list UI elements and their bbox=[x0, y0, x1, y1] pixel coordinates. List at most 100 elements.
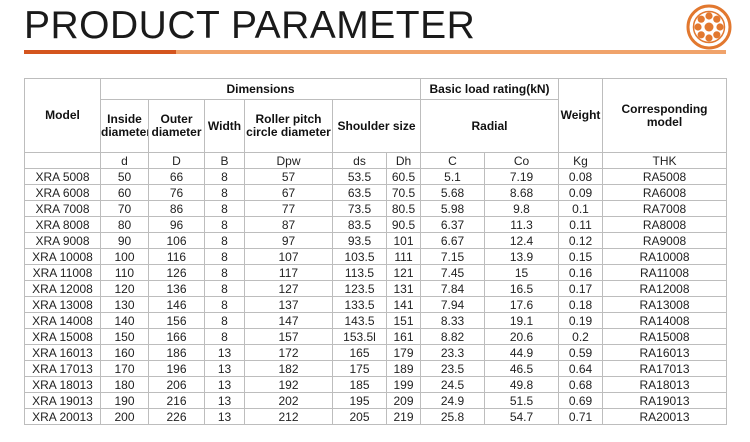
value-cell: 80 bbox=[100, 216, 149, 233]
value-cell: RA10008 bbox=[602, 248, 728, 265]
value-cell: RA14008 bbox=[602, 312, 728, 329]
model-cell: XRA 12008 bbox=[24, 280, 101, 297]
value-cell: 160 bbox=[100, 344, 149, 361]
value-cell: 146 bbox=[148, 296, 205, 313]
value-cell: 0.18 bbox=[558, 296, 604, 313]
table-row: XRA 13008 130 146 8 137 133.5 141 7.94 17.6 0.18 R… bbox=[24, 296, 728, 313]
header-dimensions: Dimensions bbox=[99, 78, 422, 100]
value-cell: 13.9 bbox=[484, 248, 560, 265]
value-cell: 8 bbox=[204, 264, 245, 281]
value-cell: 101 bbox=[385, 232, 422, 249]
header-basic-load-rating: Basic load rating(kN) bbox=[420, 78, 560, 100]
value-cell: 0.59 bbox=[558, 344, 604, 361]
value-cell: 209 bbox=[385, 392, 422, 409]
value-cell: 5.68 bbox=[420, 184, 486, 201]
value-cell: 76 bbox=[148, 184, 205, 201]
header-roller-pitch-circle-diameter: Roller pitch circle diameter bbox=[244, 99, 333, 153]
value-cell: 106 bbox=[148, 232, 205, 249]
value-cell: 0.09 bbox=[558, 184, 604, 201]
value-cell: RA13008 bbox=[602, 296, 728, 313]
value-cell: 6.37 bbox=[420, 216, 486, 233]
value-cell: 97 bbox=[244, 232, 333, 249]
value-cell: 110 bbox=[100, 264, 149, 281]
table-row: XRA 14008 140 156 8 147 143.5 151 8.33 19.1 0.19 R… bbox=[24, 312, 728, 329]
value-cell: 131 bbox=[385, 280, 422, 297]
value-cell: RA12008 bbox=[602, 280, 728, 297]
value-cell: 186 bbox=[148, 344, 205, 361]
table-row: XRA 9008 90 106 8 97 93.5 101 6.67 12.4 0.12 RA900… bbox=[24, 232, 728, 249]
value-cell: 24.9 bbox=[420, 392, 486, 409]
value-cell: 96 bbox=[148, 216, 205, 233]
symbol-cell: THK bbox=[602, 152, 728, 169]
value-cell: 200 bbox=[100, 408, 149, 425]
value-cell: RA16013 bbox=[602, 344, 728, 361]
value-cell: 117 bbox=[244, 264, 333, 281]
value-cell: 60.5 bbox=[385, 168, 422, 185]
value-cell: 202 bbox=[244, 392, 333, 409]
value-cell: 87 bbox=[244, 216, 333, 233]
value-cell: 0.69 bbox=[558, 392, 604, 409]
model-cell: XRA 18013 bbox=[24, 376, 101, 393]
value-cell: 66 bbox=[148, 168, 205, 185]
value-cell: 54.7 bbox=[484, 408, 560, 425]
value-cell: 172 bbox=[244, 344, 333, 361]
value-cell: 8.33 bbox=[420, 312, 486, 329]
value-cell: 83.5 bbox=[332, 216, 387, 233]
value-cell: 161 bbox=[385, 328, 422, 345]
value-cell: 143.5 bbox=[332, 312, 387, 329]
model-cell: XRA 6008 bbox=[24, 184, 101, 201]
product-parameter-table: Model Dimensions Basic load rating(kN) W… bbox=[24, 78, 728, 425]
symbol-cell: d bbox=[100, 152, 149, 169]
value-cell: RA18013 bbox=[602, 376, 728, 393]
value-cell: RA7008 bbox=[602, 200, 728, 217]
table-row: XRA 8008 80 96 8 87 83.5 90.5 6.37 11.3 0.11 RA800… bbox=[24, 216, 728, 233]
value-cell: 141 bbox=[385, 296, 422, 313]
model-cell: XRA 20013 bbox=[24, 408, 101, 425]
value-cell: 0.19 bbox=[558, 312, 604, 329]
value-cell: 90.5 bbox=[385, 216, 422, 233]
value-cell: 16.5 bbox=[484, 280, 560, 297]
value-cell: 199 bbox=[385, 376, 422, 393]
table-row: XRA 5008 50 66 8 57 53.5 60.5 5.1 7.19 0.08 RA5008 bbox=[24, 168, 728, 185]
value-cell: 123.5 bbox=[332, 280, 387, 297]
value-cell: 8.82 bbox=[420, 328, 486, 345]
value-cell: 86 bbox=[148, 200, 205, 217]
symbol-cell-model-blank bbox=[24, 152, 101, 169]
value-cell: 136 bbox=[148, 280, 205, 297]
value-cell: 8 bbox=[204, 296, 245, 313]
header-model: Model bbox=[24, 78, 101, 153]
model-cell: XRA 16013 bbox=[24, 344, 101, 361]
model-cell: XRA 15008 bbox=[24, 328, 101, 345]
value-cell: 189 bbox=[385, 360, 422, 377]
value-cell: 150 bbox=[100, 328, 149, 345]
value-cell: 8.68 bbox=[484, 184, 560, 201]
header-weight: Weight bbox=[558, 78, 604, 153]
value-cell: 151 bbox=[385, 312, 422, 329]
value-cell: 73.5 bbox=[332, 200, 387, 217]
page-title: PRODUCT PARAMETER bbox=[24, 4, 476, 47]
value-cell: 57 bbox=[244, 168, 333, 185]
model-cell: XRA 11008 bbox=[24, 264, 101, 281]
value-cell: 13 bbox=[204, 376, 245, 393]
value-cell: 192 bbox=[244, 376, 333, 393]
value-cell: 49.8 bbox=[484, 376, 560, 393]
symbol-cell: ds bbox=[332, 152, 387, 169]
table-row: XRA 7008 70 86 8 77 73.5 80.5 5.98 9.8 0.1 RA7008 bbox=[24, 200, 728, 217]
header-width: Width bbox=[204, 99, 245, 153]
value-cell: 8 bbox=[204, 168, 245, 185]
value-cell: RA11008 bbox=[602, 264, 728, 281]
header-row-subgroups: Inside diameter Outer diameter Width Rol… bbox=[25, 99, 727, 153]
value-cell: RA9008 bbox=[602, 232, 728, 249]
value-cell: 20.6 bbox=[484, 328, 560, 345]
value-cell: 7.84 bbox=[420, 280, 486, 297]
model-cell: XRA 10008 bbox=[24, 248, 101, 265]
table-row: XRA 15008 150 166 8 157 153.5l 161 8.82 20.6 0.2 R… bbox=[24, 328, 728, 345]
title-underline-light bbox=[176, 50, 726, 54]
value-cell: RA15008 bbox=[602, 328, 728, 345]
symbol-cell: Kg bbox=[558, 152, 604, 169]
value-cell: 6.67 bbox=[420, 232, 486, 249]
value-cell: 70 bbox=[100, 200, 149, 217]
value-cell: 9.8 bbox=[484, 200, 560, 217]
model-cell: XRA 8008 bbox=[24, 216, 101, 233]
value-cell: 8 bbox=[204, 184, 245, 201]
